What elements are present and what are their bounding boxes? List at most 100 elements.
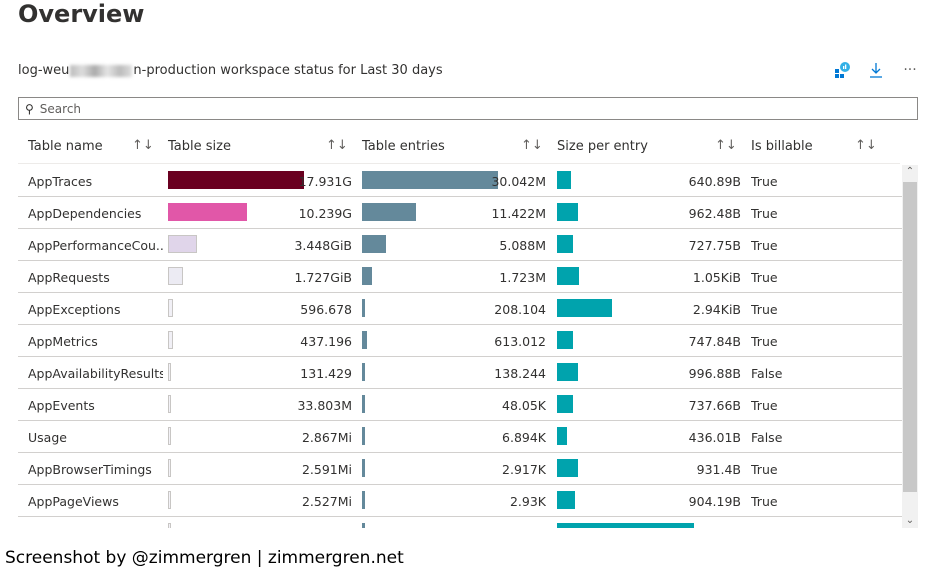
table-body: AppTraces 17.931G 30.042M 640.89B True AppDep…: [18, 165, 902, 528]
page-title: Overview: [18, 0, 145, 28]
size-per-entry-cell: 1.05KiB: [692, 270, 741, 285]
panel-toolbar: ···: [834, 62, 918, 78]
sort-icon[interactable]: ↑↓: [326, 138, 348, 153]
size-per-entry-bar: [557, 203, 578, 221]
size-per-entry-cell: 904.19B: [688, 494, 741, 509]
sort-icon[interactable]: ↑↓: [715, 138, 737, 153]
is-billable-cell: True: [751, 206, 778, 221]
table-entries-bar: [362, 363, 365, 381]
insights-icon[interactable]: [834, 62, 850, 78]
column-header-table-entries[interactable]: Table entries: [362, 139, 445, 154]
table-name-cell: AppEvents: [28, 398, 95, 413]
size-per-entry-cell: 436.01B: [688, 430, 741, 445]
table-size-cell: 33.803M: [297, 398, 352, 413]
table-size-bar: [168, 459, 171, 477]
is-billable-cell: True: [751, 334, 778, 349]
scrollbar-thumb[interactable]: [903, 182, 917, 492]
table-size-bar: [168, 203, 247, 221]
table-size-bar: [168, 331, 173, 349]
panel-title-suffix: n-production workspace status for Last 3…: [133, 63, 443, 78]
scroll-down-icon[interactable]: ⌄: [905, 515, 915, 526]
table-entries-bar: [362, 459, 365, 477]
table-entries-cell: 5.088M: [499, 238, 546, 253]
size-per-entry-bar: [557, 491, 575, 509]
table-size-bar: [168, 235, 197, 253]
table-size-cell: 2.527Mi: [301, 494, 352, 509]
sort-icon[interactable]: ↑↓: [521, 138, 543, 153]
table-name-cell: AppTraces: [28, 174, 93, 189]
search-placeholder: Search: [39, 101, 82, 116]
table-row[interactable]: AppEvents 33.803M 48.05K 737.66B True: [18, 389, 902, 421]
size-per-entry-cell: 727.75B: [688, 238, 741, 253]
table-size-bar: [168, 299, 174, 317]
table-row[interactable]: AppBrowserTimings 2.591Mi 2.917K 931.4B True: [18, 453, 902, 485]
table-entries-cell: 6.894K: [502, 430, 546, 445]
size-per-entry-cell: 931.4B: [696, 462, 741, 477]
search-input[interactable]: ⚲ Search: [18, 97, 918, 120]
size-per-entry-bar: [557, 171, 571, 189]
column-header-is-billable[interactable]: Is billable: [751, 139, 813, 154]
size-per-entry-cell: 996.88B: [688, 366, 741, 381]
table-entries-bar: [362, 235, 387, 253]
table-entries-cell: 2.93K: [509, 494, 546, 509]
table-header: Table name ↑↓ Table size ↑↓ Table entrie…: [18, 131, 900, 164]
table-entries-bar: [362, 267, 372, 285]
table-row[interactable]: AppAvailabilityResults 131.429 138.244 996.…: [18, 357, 902, 389]
table-row[interactable]: AppRequests 1.727GiB 1.723M 1.05KiB True: [18, 261, 902, 293]
size-per-entry-bar: [557, 459, 578, 477]
table-row[interactable]: AppTraces 17.931G 30.042M 640.89B True: [18, 165, 902, 197]
size-per-entry-cell: 747.84B: [688, 334, 741, 349]
table-entries-bar: [362, 171, 498, 189]
table-size-cell: 2.867Mi: [301, 430, 352, 445]
scroll-up-icon[interactable]: ⌃: [905, 166, 915, 177]
table-name-cell: Usage: [28, 430, 67, 445]
download-icon[interactable]: [868, 62, 884, 78]
table-size-bar: [168, 523, 171, 528]
table-row[interactable]: [18, 517, 902, 528]
column-header-size-per-entry[interactable]: Size per entry: [557, 139, 648, 154]
size-per-entry-cell: 962.48B: [688, 206, 741, 221]
table-entries-bar: [362, 523, 365, 528]
size-per-entry-bar: [557, 235, 574, 253]
table-row[interactable]: AppExceptions 596.678 208.104 2.94KiB True: [18, 293, 902, 325]
table-size-cell: 437.196: [300, 334, 352, 349]
table-row[interactable]: AppDependencies 10.239G 11.422M 962.48B True: [18, 197, 902, 229]
size-per-entry-bar: [557, 395, 574, 413]
table-size-cell: 1.727GiB: [294, 270, 352, 285]
table-entries-cell: 2.917K: [502, 462, 546, 477]
sort-icon[interactable]: ↑↓: [132, 138, 154, 153]
table-name-cell: AppAvailabilityResults: [28, 366, 163, 381]
is-billable-cell: False: [751, 430, 783, 445]
is-billable-cell: True: [751, 494, 778, 509]
table-row[interactable]: Usage 2.867Mi 6.894K 436.01B False: [18, 421, 902, 453]
panel-title: log-weu n-production workspace status fo…: [18, 63, 443, 78]
table-name-cell: AppBrowserTimings: [28, 462, 152, 477]
table-row[interactable]: AppPageViews 2.527Mi 2.93K 904.19B True: [18, 485, 902, 517]
more-icon[interactable]: ···: [903, 62, 917, 78]
table-entries-cell: 11.422M: [491, 206, 546, 221]
is-billable-cell: True: [751, 238, 778, 253]
panel-title-prefix: log-weu: [18, 63, 70, 78]
table-entries-bar: [362, 395, 365, 413]
table-size-cell: 596.678: [300, 302, 352, 317]
is-billable-cell: True: [751, 302, 778, 317]
table-size-bar: [168, 427, 171, 445]
table-entries-bar: [362, 203, 417, 221]
scrollbar[interactable]: ⌃ ⌄: [902, 165, 918, 528]
is-billable-cell: True: [751, 174, 778, 189]
column-header-table-size[interactable]: Table size: [168, 139, 231, 154]
is-billable-cell: True: [751, 270, 778, 285]
column-header-table-name[interactable]: Table name: [28, 139, 103, 154]
is-billable-cell: False: [751, 366, 783, 381]
size-per-entry-bar: [557, 267, 579, 285]
table-size-bar: [168, 363, 171, 381]
table-row[interactable]: AppMetrics 437.196 613.012 747.84B True: [18, 325, 902, 357]
size-per-entry-bar: [557, 427, 567, 445]
table-entries-cell: 1.723M: [499, 270, 546, 285]
table-name-cell: AppPerformanceCou...: [28, 238, 163, 253]
size-per-entry-bar: [557, 331, 574, 349]
table-size-bar: [168, 171, 304, 189]
table-size-bar: [168, 491, 171, 509]
sort-icon[interactable]: ↑↓: [855, 138, 877, 153]
table-row[interactable]: AppPerformanceCou... 3.448GiB 5.088M 727.75…: [18, 229, 902, 261]
